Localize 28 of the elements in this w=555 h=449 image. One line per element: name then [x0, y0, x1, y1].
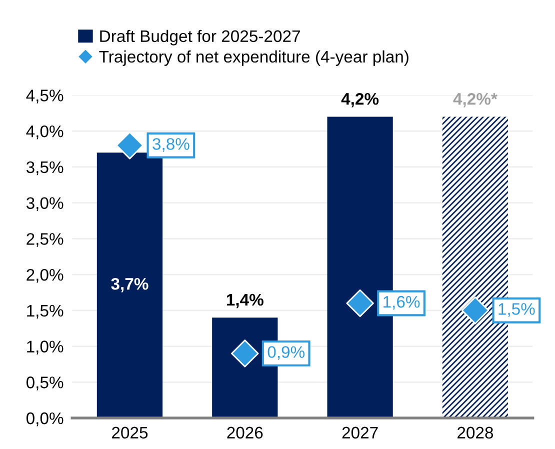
x-tick-label: 2025	[112, 426, 148, 439]
data-label: 3,7%	[111, 278, 148, 292]
y-tick-label: 1,0%	[27, 340, 64, 354]
data-label: 1,4%	[226, 294, 264, 308]
point	[461, 296, 490, 324]
point	[346, 289, 374, 318]
y-tick-label: 4,0%	[26, 125, 64, 140]
x-tick-label: 2028	[458, 426, 494, 439]
y-tick-label: 0,5%	[26, 376, 64, 390]
x-tick-label: 2026	[227, 426, 263, 439]
y-tick-label: 0,0%	[26, 412, 64, 426]
data-label: 1,5%	[498, 303, 535, 317]
data-label: 3,8%	[152, 138, 190, 152]
y-tick-label: 3,5%	[26, 161, 64, 176]
data-label: 4,2%	[341, 93, 379, 108]
x-tick-label: 2027	[342, 426, 378, 439]
data-label: 1,6%	[384, 296, 420, 310]
data-label: 4,2%*	[453, 93, 498, 108]
y-tick-label: 3,0%	[26, 197, 64, 211]
y-tick-label: 1,5%	[27, 304, 64, 319]
y-tick-label: 2,0%	[26, 268, 64, 283]
y-tick-label: 4,5%	[26, 90, 64, 104]
legend-label: Draft Budget for 2025-2027	[100, 30, 300, 46]
y-tick-label: 2,5%	[26, 233, 64, 247]
data-label: 0,9%	[268, 346, 305, 360]
legend-label: Trajectory of net expenditure (4-year plan)	[99, 50, 408, 66]
point	[116, 132, 144, 160]
bar	[96, 152, 163, 418]
